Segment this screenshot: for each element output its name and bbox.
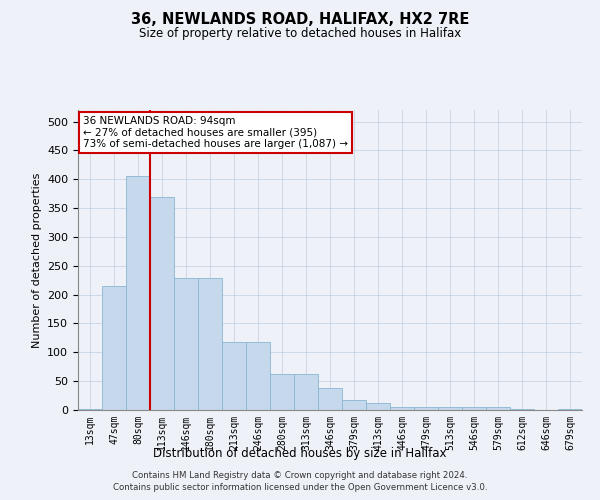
Bar: [342, 400, 366, 410]
Bar: [126, 176, 150, 410]
Bar: [174, 278, 198, 410]
Bar: [150, 196, 174, 410]
Bar: [318, 388, 342, 410]
Bar: [414, 407, 438, 410]
Bar: [366, 403, 390, 410]
Text: Contains HM Land Registry data © Crown copyright and database right 2024.: Contains HM Land Registry data © Crown c…: [132, 471, 468, 480]
Text: 36 NEWLANDS ROAD: 94sqm
← 27% of detached houses are smaller (395)
73% of semi-d: 36 NEWLANDS ROAD: 94sqm ← 27% of detache…: [83, 116, 348, 149]
Bar: [102, 286, 126, 410]
Text: Contains public sector information licensed under the Open Government Licence v3: Contains public sector information licen…: [113, 484, 487, 492]
Bar: [294, 374, 318, 410]
Text: Distribution of detached houses by size in Halifax: Distribution of detached houses by size …: [153, 448, 447, 460]
Bar: [270, 374, 294, 410]
Bar: [486, 406, 510, 410]
Bar: [78, 409, 102, 410]
Text: Size of property relative to detached houses in Halifax: Size of property relative to detached ho…: [139, 28, 461, 40]
Bar: [246, 342, 270, 410]
Bar: [438, 407, 462, 410]
Y-axis label: Number of detached properties: Number of detached properties: [32, 172, 41, 348]
Bar: [222, 342, 246, 410]
Text: 36, NEWLANDS ROAD, HALIFAX, HX2 7RE: 36, NEWLANDS ROAD, HALIFAX, HX2 7RE: [131, 12, 469, 28]
Bar: [462, 407, 486, 410]
Bar: [198, 278, 222, 410]
Bar: [390, 407, 414, 410]
